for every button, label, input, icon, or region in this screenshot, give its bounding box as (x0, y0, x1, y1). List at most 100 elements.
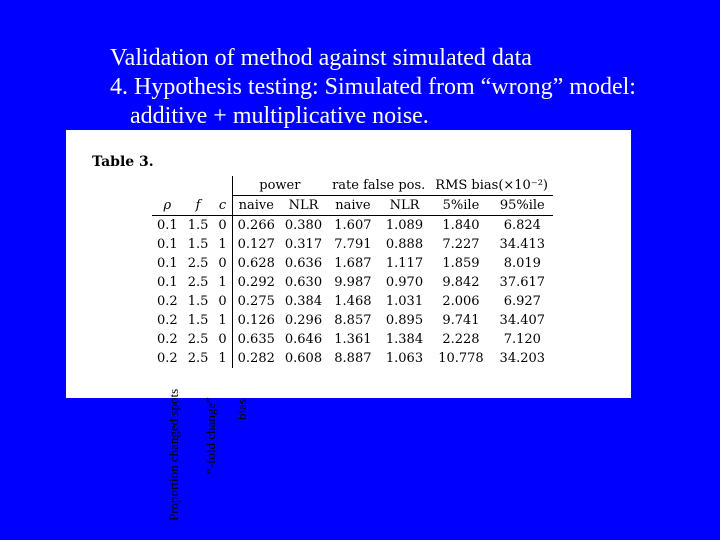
table-cell: 2.006 (442, 294, 480, 309)
table-body: 0.1 1.5 0 0.266 0.380 1.607 1.089 1.840 6.824 0.1… (152, 215, 553, 368)
table-cell: 1.5 (187, 218, 209, 233)
title-line-2: 4. Hypothesis testing: Simulated from “w… (110, 74, 636, 100)
table-cell: 7.791 (334, 237, 372, 252)
results-table-image: Table 3. power rate false pos. RMS bias(… (66, 130, 631, 398)
table-cell: 0.635 (231, 330, 280, 349)
bias-label: bias (234, 399, 249, 420)
table-cell: 0.646 (284, 332, 323, 347)
table-cell: 0.127 (231, 235, 280, 254)
col-rho: ρ (152, 195, 183, 216)
table-cell: 1.607 (334, 218, 372, 233)
slide-title: Validation of method against simulated d… (110, 44, 636, 131)
table-cell: 1.117 (385, 256, 424, 271)
table-cell: 0 (218, 218, 227, 233)
table-cell: 9.987 (334, 275, 372, 290)
table-cell: 0.630 (284, 275, 323, 290)
table-cell: 0.275 (231, 292, 280, 311)
table-cell: 0 (218, 256, 227, 271)
table-cell: 34.203 (499, 351, 546, 366)
table-cell: 0.1 (157, 237, 178, 252)
table-row: 0.2 1.5 0 0.275 0.384 1.468 1.031 2.006 6.927 (152, 292, 553, 311)
table-cell: 2.5 (187, 275, 209, 290)
table-cell: 0.1 (157, 218, 178, 233)
table-cell: 1.5 (187, 294, 209, 309)
table-cell: 1.840 (442, 218, 480, 233)
table-cell: 1.063 (385, 351, 424, 366)
table-cell: 0.2 (157, 313, 178, 328)
col-f: f (182, 195, 214, 216)
table-cell: 0 (218, 294, 227, 309)
table-cell: 0.380 (284, 218, 323, 233)
table-cell: 0.636 (284, 256, 323, 271)
table-cell: 0.317 (284, 237, 323, 252)
group-rms: RMS bias(×10⁻²) (430, 176, 553, 196)
table-cell: 34.407 (499, 313, 546, 328)
table-cell: 1 (218, 275, 227, 290)
proportion-label: Proportion changed spots (166, 388, 181, 521)
col-95pct: 95%ile (491, 195, 553, 216)
table-cell: 9.741 (442, 313, 480, 328)
table-row: 0.2 2.5 0 0.635 0.646 1.361 1.384 2.228 7.120 (152, 330, 553, 349)
results-table: power rate false pos. RMS bias(×10⁻²) ρ … (152, 176, 553, 368)
table-cell: 8.857 (334, 313, 372, 328)
table-cell: 8.019 (503, 256, 541, 271)
table-cell: 0.1 (157, 256, 178, 271)
table-cell: 1.089 (385, 218, 424, 233)
table-cell: 9.842 (442, 275, 480, 290)
table-row: 0.1 2.5 0 0.628 0.636 1.687 1.117 1.859 8.019 (152, 254, 553, 273)
title-line-3: additive + multiplicative noise. (130, 103, 429, 129)
table-cell: 1 (218, 313, 227, 328)
table-row: 0.2 1.5 1 0.126 0.296 8.857 0.895 9.741 34.407 (152, 311, 553, 330)
table-row: 0.2 2.5 1 0.282 0.608 8.887 1.063 10.778 34.203 (152, 349, 553, 368)
table-cell: 2.228 (442, 332, 480, 347)
title-line-1: Validation of method against simulated d… (110, 45, 532, 71)
table-cell: 7.120 (503, 332, 541, 347)
table-cell: 1.859 (442, 256, 480, 271)
table-cell: 6.927 (503, 294, 541, 309)
table-cell: 0.628 (231, 254, 280, 273)
table-cell: 6.824 (503, 218, 541, 233)
fold-change-label: “-fold change” (203, 397, 218, 474)
table-cell: 0.970 (385, 275, 424, 290)
table-cell: 34.413 (499, 237, 546, 252)
table-cell: 0.384 (284, 294, 323, 309)
table-cell: 0.292 (231, 273, 280, 292)
table-cell: 0.282 (231, 349, 280, 368)
table-cell: 0.2 (157, 351, 178, 366)
table-cell: 0.1 (157, 275, 178, 290)
col-power-naive: naive (231, 195, 280, 216)
group-header-row: power rate false pos. RMS bias(×10⁻²) (152, 176, 553, 196)
col-c: c (213, 195, 233, 216)
table-cell: 0.888 (385, 237, 424, 252)
table-row: 0.1 1.5 0 0.266 0.380 1.607 1.089 1.840 6.824 (152, 215, 553, 235)
table-cell: 1.5 (187, 237, 209, 252)
table-cell: 1.468 (334, 294, 372, 309)
table-cell: 0.266 (231, 215, 280, 235)
col-power-nlr: NLR (279, 195, 328, 216)
col-rate-naive: naive (327, 195, 379, 216)
table-row: 0.1 1.5 1 0.127 0.317 7.791 0.888 7.227 34.413 (152, 235, 553, 254)
table-label: Table 3. (92, 154, 154, 170)
table-cell: 10.778 (438, 351, 484, 366)
col-5pct: 5%ile (430, 195, 492, 216)
table-cell: 2.5 (187, 332, 209, 347)
table-cell: 2.5 (187, 256, 209, 271)
table-cell: 0.2 (157, 332, 178, 347)
table-cell: 0.296 (284, 313, 323, 328)
table-cell: 37.617 (499, 275, 546, 290)
table-cell: 2.5 (187, 351, 209, 366)
col-rate-nlr: NLR (378, 195, 431, 216)
table-row: 0.1 2.5 1 0.292 0.630 9.987 0.970 9.842 37.617 (152, 273, 553, 292)
group-power: power (231, 176, 328, 196)
table-cell: 1.384 (385, 332, 424, 347)
table-cell: 1 (218, 237, 227, 252)
table-cell: 7.227 (442, 237, 480, 252)
group-rate-false: rate false pos. (327, 176, 431, 196)
table-cell: 1.687 (334, 256, 372, 271)
table-cell: 1 (218, 351, 227, 366)
table-cell: 0.608 (284, 351, 323, 366)
table-cell: 1.361 (334, 332, 372, 347)
table-cell: 0.895 (385, 313, 424, 328)
table-cell: 0.2 (157, 294, 178, 309)
column-header-row: ρ f c naive NLR naive NLR 5%ile 95%ile (152, 195, 553, 216)
